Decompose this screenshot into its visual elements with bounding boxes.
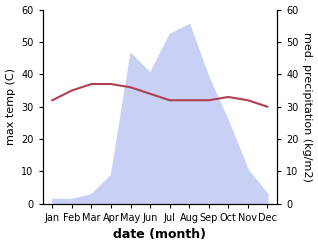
Y-axis label: med. precipitation (kg/m2): med. precipitation (kg/m2): [302, 32, 313, 182]
X-axis label: date (month): date (month): [113, 228, 206, 242]
Y-axis label: max temp (C): max temp (C): [5, 68, 16, 145]
